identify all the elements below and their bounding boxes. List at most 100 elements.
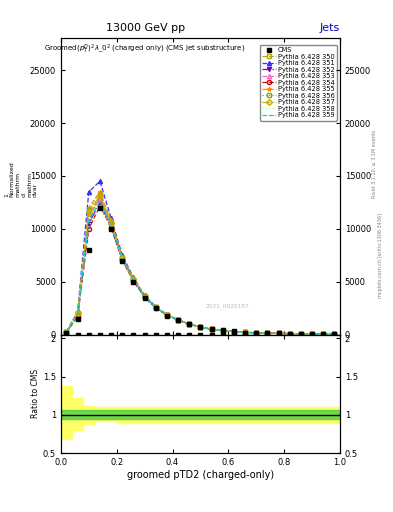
Pythia 6.428 351	[332, 331, 337, 337]
Pythia 6.428 353	[220, 327, 225, 333]
Pythia 6.428 350	[265, 330, 270, 336]
CMS	[299, 331, 303, 337]
Pythia 6.428 356	[243, 329, 248, 335]
Pythia 6.428 354	[254, 330, 259, 336]
Bar	[61, 410, 340, 419]
Pythia 6.428 353	[97, 196, 102, 202]
Pythia 6.428 352	[64, 329, 69, 335]
Pythia 6.428 359	[321, 331, 325, 337]
CMS	[97, 205, 102, 211]
CMS	[142, 294, 147, 301]
CMS	[198, 324, 203, 330]
Pythia 6.428 352	[299, 331, 303, 337]
Pythia 6.428 357	[299, 331, 303, 337]
Pythia 6.428 352	[165, 312, 169, 318]
Line: Pythia 6.428 351: Pythia 6.428 351	[64, 179, 336, 336]
Pythia 6.428 350	[220, 328, 225, 334]
Pythia 6.428 351	[153, 304, 158, 310]
Pythia 6.428 355	[299, 331, 303, 337]
Pythia 6.428 351	[86, 189, 91, 195]
Text: Groomed$(p_T^D)^2\lambda\_0^2$ (charged only) (CMS jet substructure): Groomed$(p_T^D)^2\lambda\_0^2$ (charged …	[44, 43, 245, 56]
Line: Pythia 6.428 358: Pythia 6.428 358	[66, 204, 334, 334]
Pythia 6.428 352	[243, 329, 248, 335]
CMS	[187, 321, 192, 327]
Pythia 6.428 355	[165, 312, 169, 318]
Pythia 6.428 351	[321, 331, 325, 337]
Y-axis label: Ratio to CMS: Ratio to CMS	[31, 369, 40, 418]
Pythia 6.428 353	[176, 317, 180, 323]
Pythia 6.428 351	[64, 329, 69, 335]
Pythia 6.428 357	[310, 331, 314, 337]
Line: Pythia 6.428 352: Pythia 6.428 352	[64, 200, 336, 336]
Pythia 6.428 358	[198, 324, 203, 330]
Pythia 6.428 355	[75, 309, 80, 315]
Pythia 6.428 356	[86, 207, 91, 213]
Pythia 6.428 351	[276, 330, 281, 336]
Pythia 6.428 356	[231, 329, 236, 335]
Pythia 6.428 358	[153, 305, 158, 311]
Pythia 6.428 355	[220, 327, 225, 333]
Pythia 6.428 356	[131, 276, 136, 282]
Pythia 6.428 355	[332, 331, 337, 337]
Pythia 6.428 353	[86, 210, 91, 216]
Pythia 6.428 357	[176, 317, 180, 323]
Pythia 6.428 357	[265, 330, 270, 336]
Pythia 6.428 358	[287, 331, 292, 337]
Pythia 6.428 354	[198, 324, 203, 330]
CMS	[209, 326, 214, 332]
Pythia 6.428 356	[142, 293, 147, 300]
Pythia 6.428 350	[86, 215, 91, 221]
Pythia 6.428 350	[332, 331, 337, 337]
CMS	[131, 279, 136, 285]
Pythia 6.428 358	[75, 313, 80, 319]
Pythia 6.428 356	[220, 327, 225, 333]
Pythia 6.428 352	[153, 305, 158, 311]
Line: Pythia 6.428 350: Pythia 6.428 350	[64, 195, 336, 336]
Pythia 6.428 354	[209, 326, 214, 332]
Pythia 6.428 353	[310, 331, 314, 337]
Pythia 6.428 350	[176, 317, 180, 323]
Pythia 6.428 354	[332, 331, 337, 337]
CMS	[321, 331, 325, 337]
Pythia 6.428 355	[321, 331, 325, 337]
Pythia 6.428 350	[276, 330, 281, 336]
Pythia 6.428 359	[265, 330, 270, 336]
Pythia 6.428 355	[97, 189, 102, 195]
CMS	[165, 312, 169, 318]
Line: Pythia 6.428 353: Pythia 6.428 353	[64, 197, 336, 336]
Pythia 6.428 357	[231, 329, 236, 335]
Pythia 6.428 355	[176, 316, 180, 323]
Pythia 6.428 357	[254, 330, 259, 336]
Pythia 6.428 358	[332, 331, 337, 337]
Text: 2021_II920187: 2021_II920187	[206, 304, 250, 309]
Pythia 6.428 354	[64, 329, 69, 335]
Pythia 6.428 355	[86, 205, 91, 211]
CMS	[243, 329, 248, 335]
Pythia 6.428 356	[254, 330, 259, 336]
Text: 1
Normalized
mathrm
d
mathrm
dvar: 1 Normalized mathrm d mathrm dvar	[4, 161, 38, 197]
Pythia 6.428 357	[97, 193, 102, 199]
Text: Rivet 3.1.10, ≥ 3.1M events: Rivet 3.1.10, ≥ 3.1M events	[372, 130, 376, 198]
Pythia 6.428 352	[198, 324, 203, 330]
Pythia 6.428 352	[109, 224, 114, 230]
Pythia 6.428 357	[142, 293, 147, 300]
Pythia 6.428 358	[109, 224, 114, 230]
Pythia 6.428 350	[243, 329, 248, 335]
CMS	[265, 330, 270, 336]
Pythia 6.428 359	[75, 312, 80, 318]
Pythia 6.428 352	[142, 294, 147, 300]
Pythia 6.428 358	[243, 329, 248, 335]
Pythia 6.428 355	[153, 304, 158, 310]
Pythia 6.428 353	[142, 294, 147, 300]
Pythia 6.428 359	[287, 331, 292, 337]
Pythia 6.428 351	[75, 308, 80, 314]
Pythia 6.428 359	[299, 331, 303, 337]
Pythia 6.428 354	[220, 328, 225, 334]
Pythia 6.428 353	[109, 222, 114, 228]
Pythia 6.428 351	[131, 274, 136, 281]
Pythia 6.428 358	[64, 329, 69, 335]
Pythia 6.428 355	[187, 321, 192, 327]
Text: mcplots.cern.ch [arXiv:1306.3436]: mcplots.cern.ch [arXiv:1306.3436]	[378, 214, 383, 298]
Pythia 6.428 356	[321, 331, 325, 337]
Pythia 6.428 354	[120, 257, 125, 263]
